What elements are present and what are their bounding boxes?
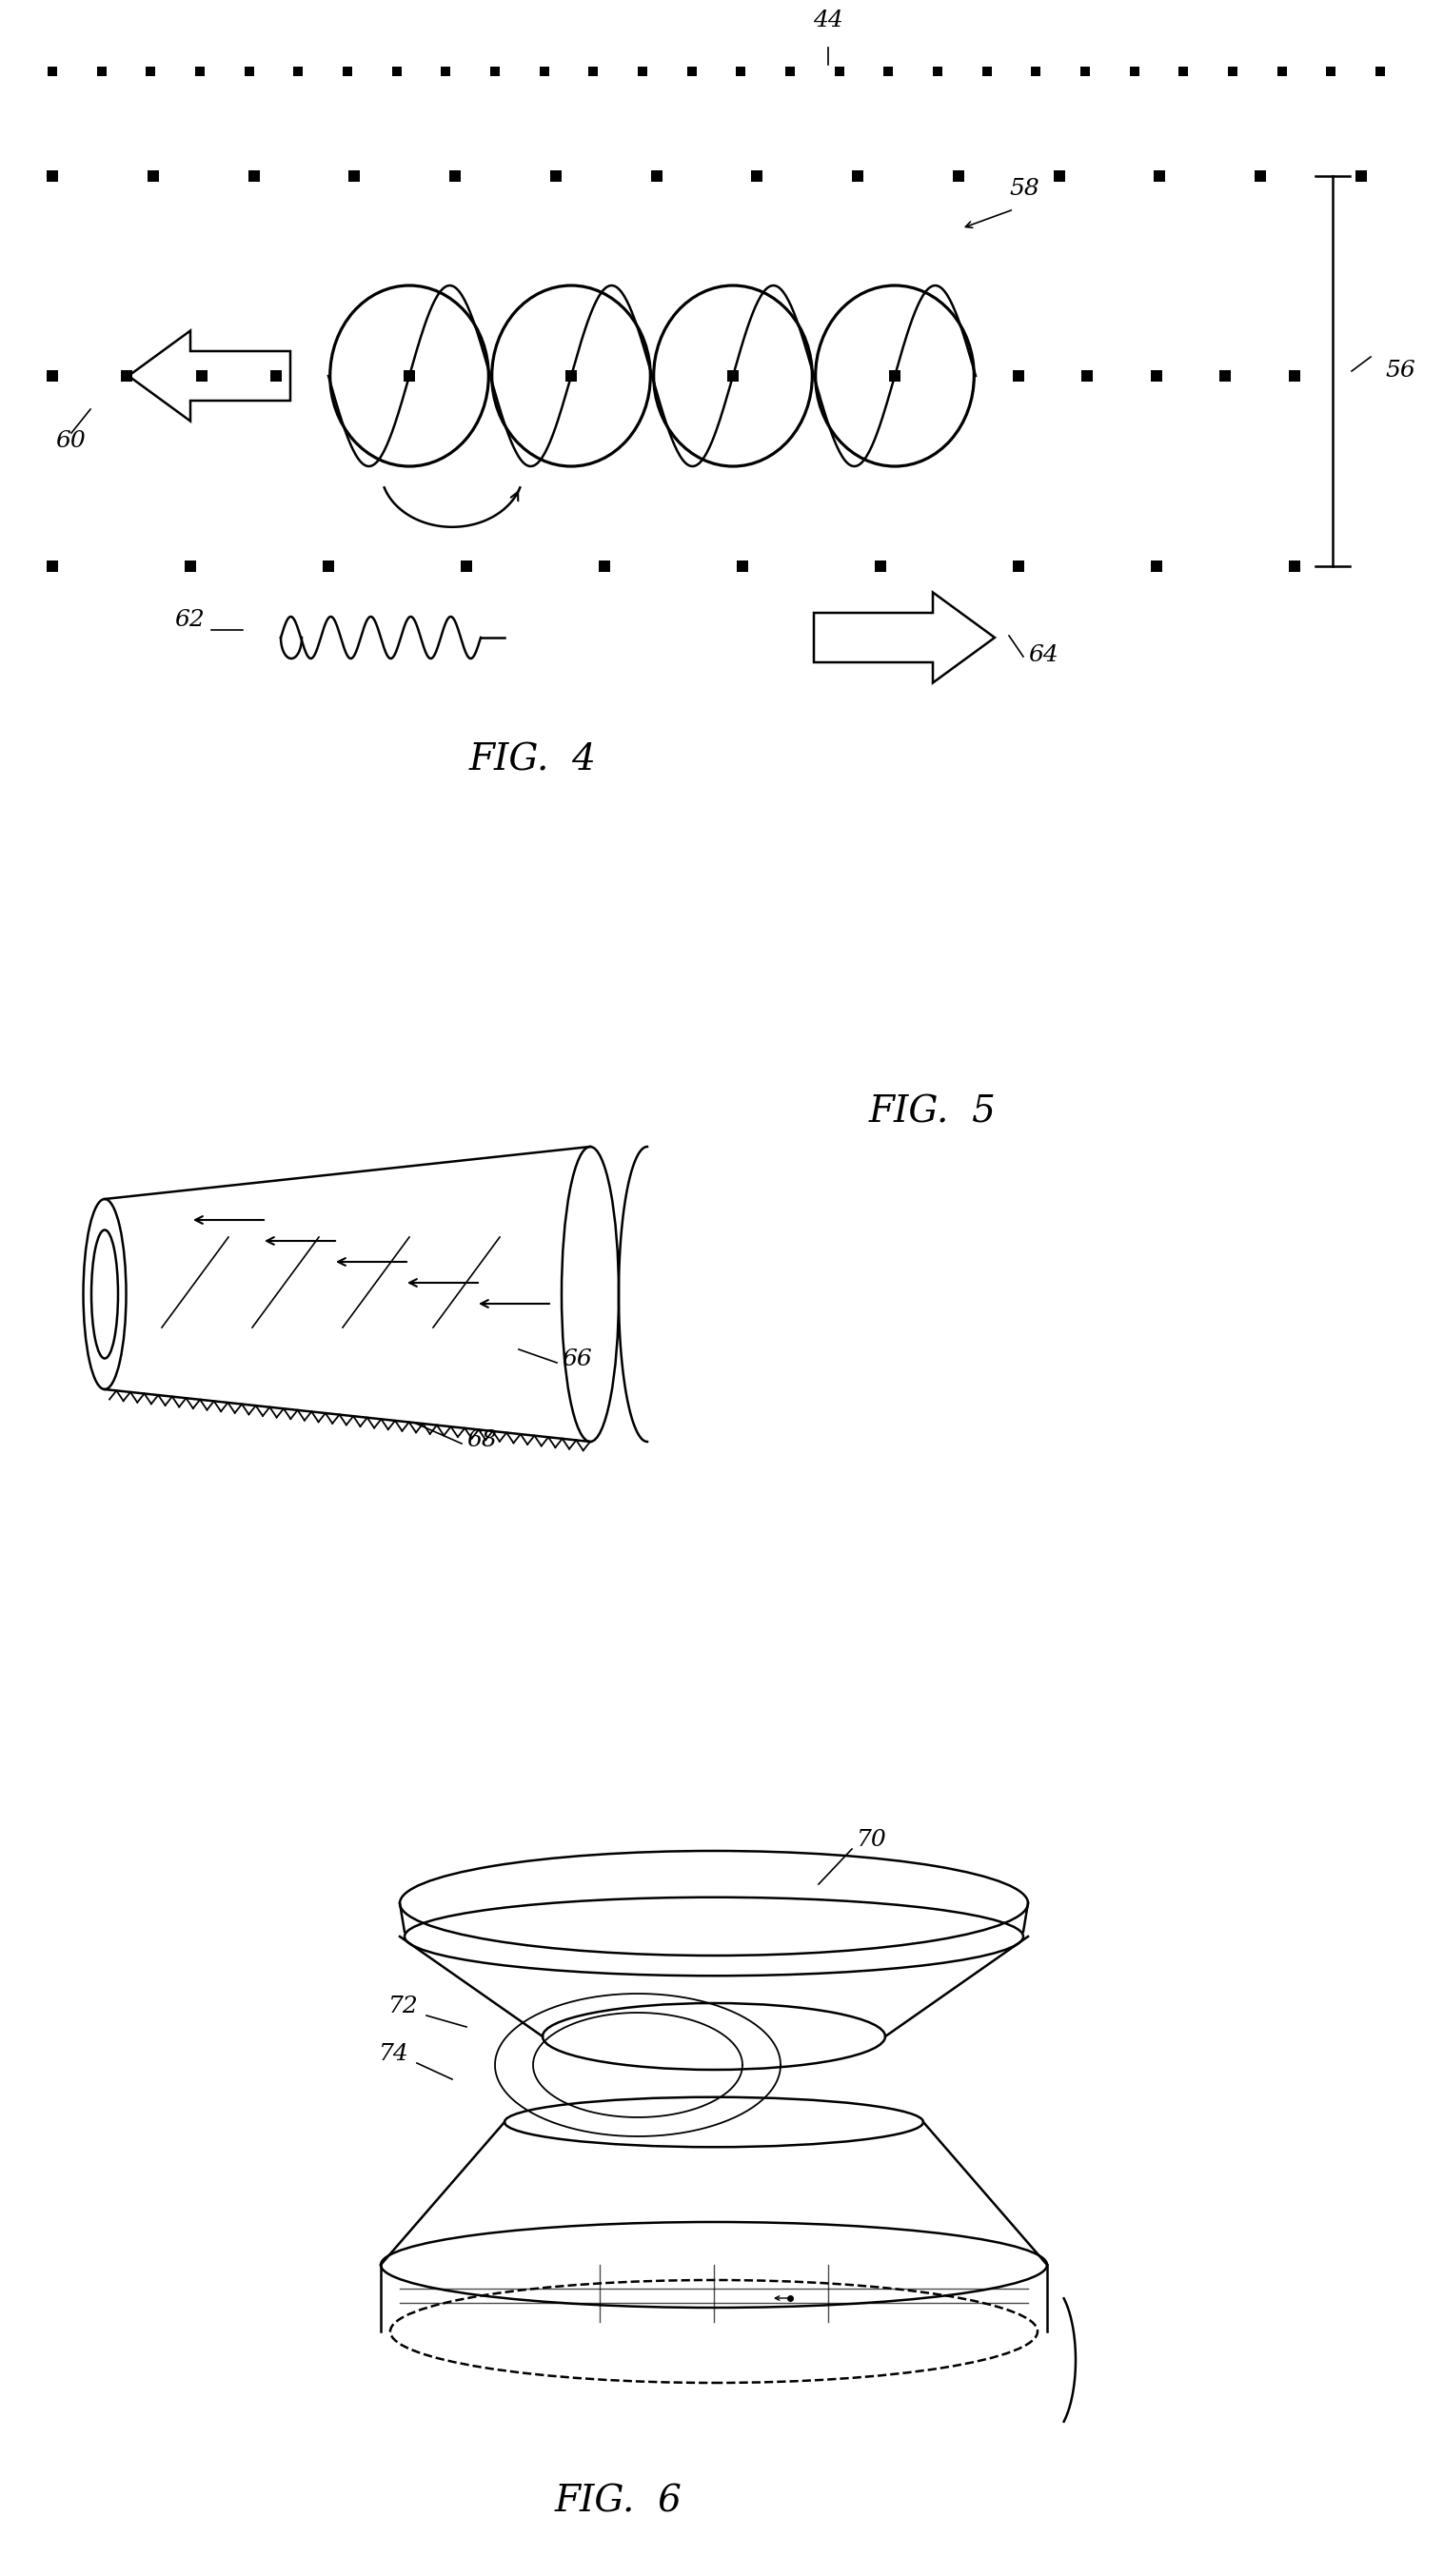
Text: 60: 60 <box>55 430 85 451</box>
Text: 62: 62 <box>175 608 205 631</box>
Text: 64: 64 <box>1028 644 1058 667</box>
Text: 44: 44 <box>813 10 843 31</box>
Text: FIG.  6: FIG. 6 <box>554 2486 683 2519</box>
Text: 72: 72 <box>388 1996 419 2017</box>
Text: 70: 70 <box>856 1829 887 1852</box>
Text: FIG.  5: FIG. 5 <box>869 1095 996 1131</box>
FancyArrow shape <box>814 592 995 683</box>
Text: 58: 58 <box>1009 178 1040 201</box>
Text: 56: 56 <box>1385 361 1415 381</box>
FancyArrow shape <box>129 330 290 420</box>
Text: 74: 74 <box>380 2043 409 2066</box>
Text: 66: 66 <box>562 1347 592 1370</box>
Text: FIG.  4: FIG. 4 <box>469 744 596 778</box>
Text: 68: 68 <box>466 1430 497 1450</box>
